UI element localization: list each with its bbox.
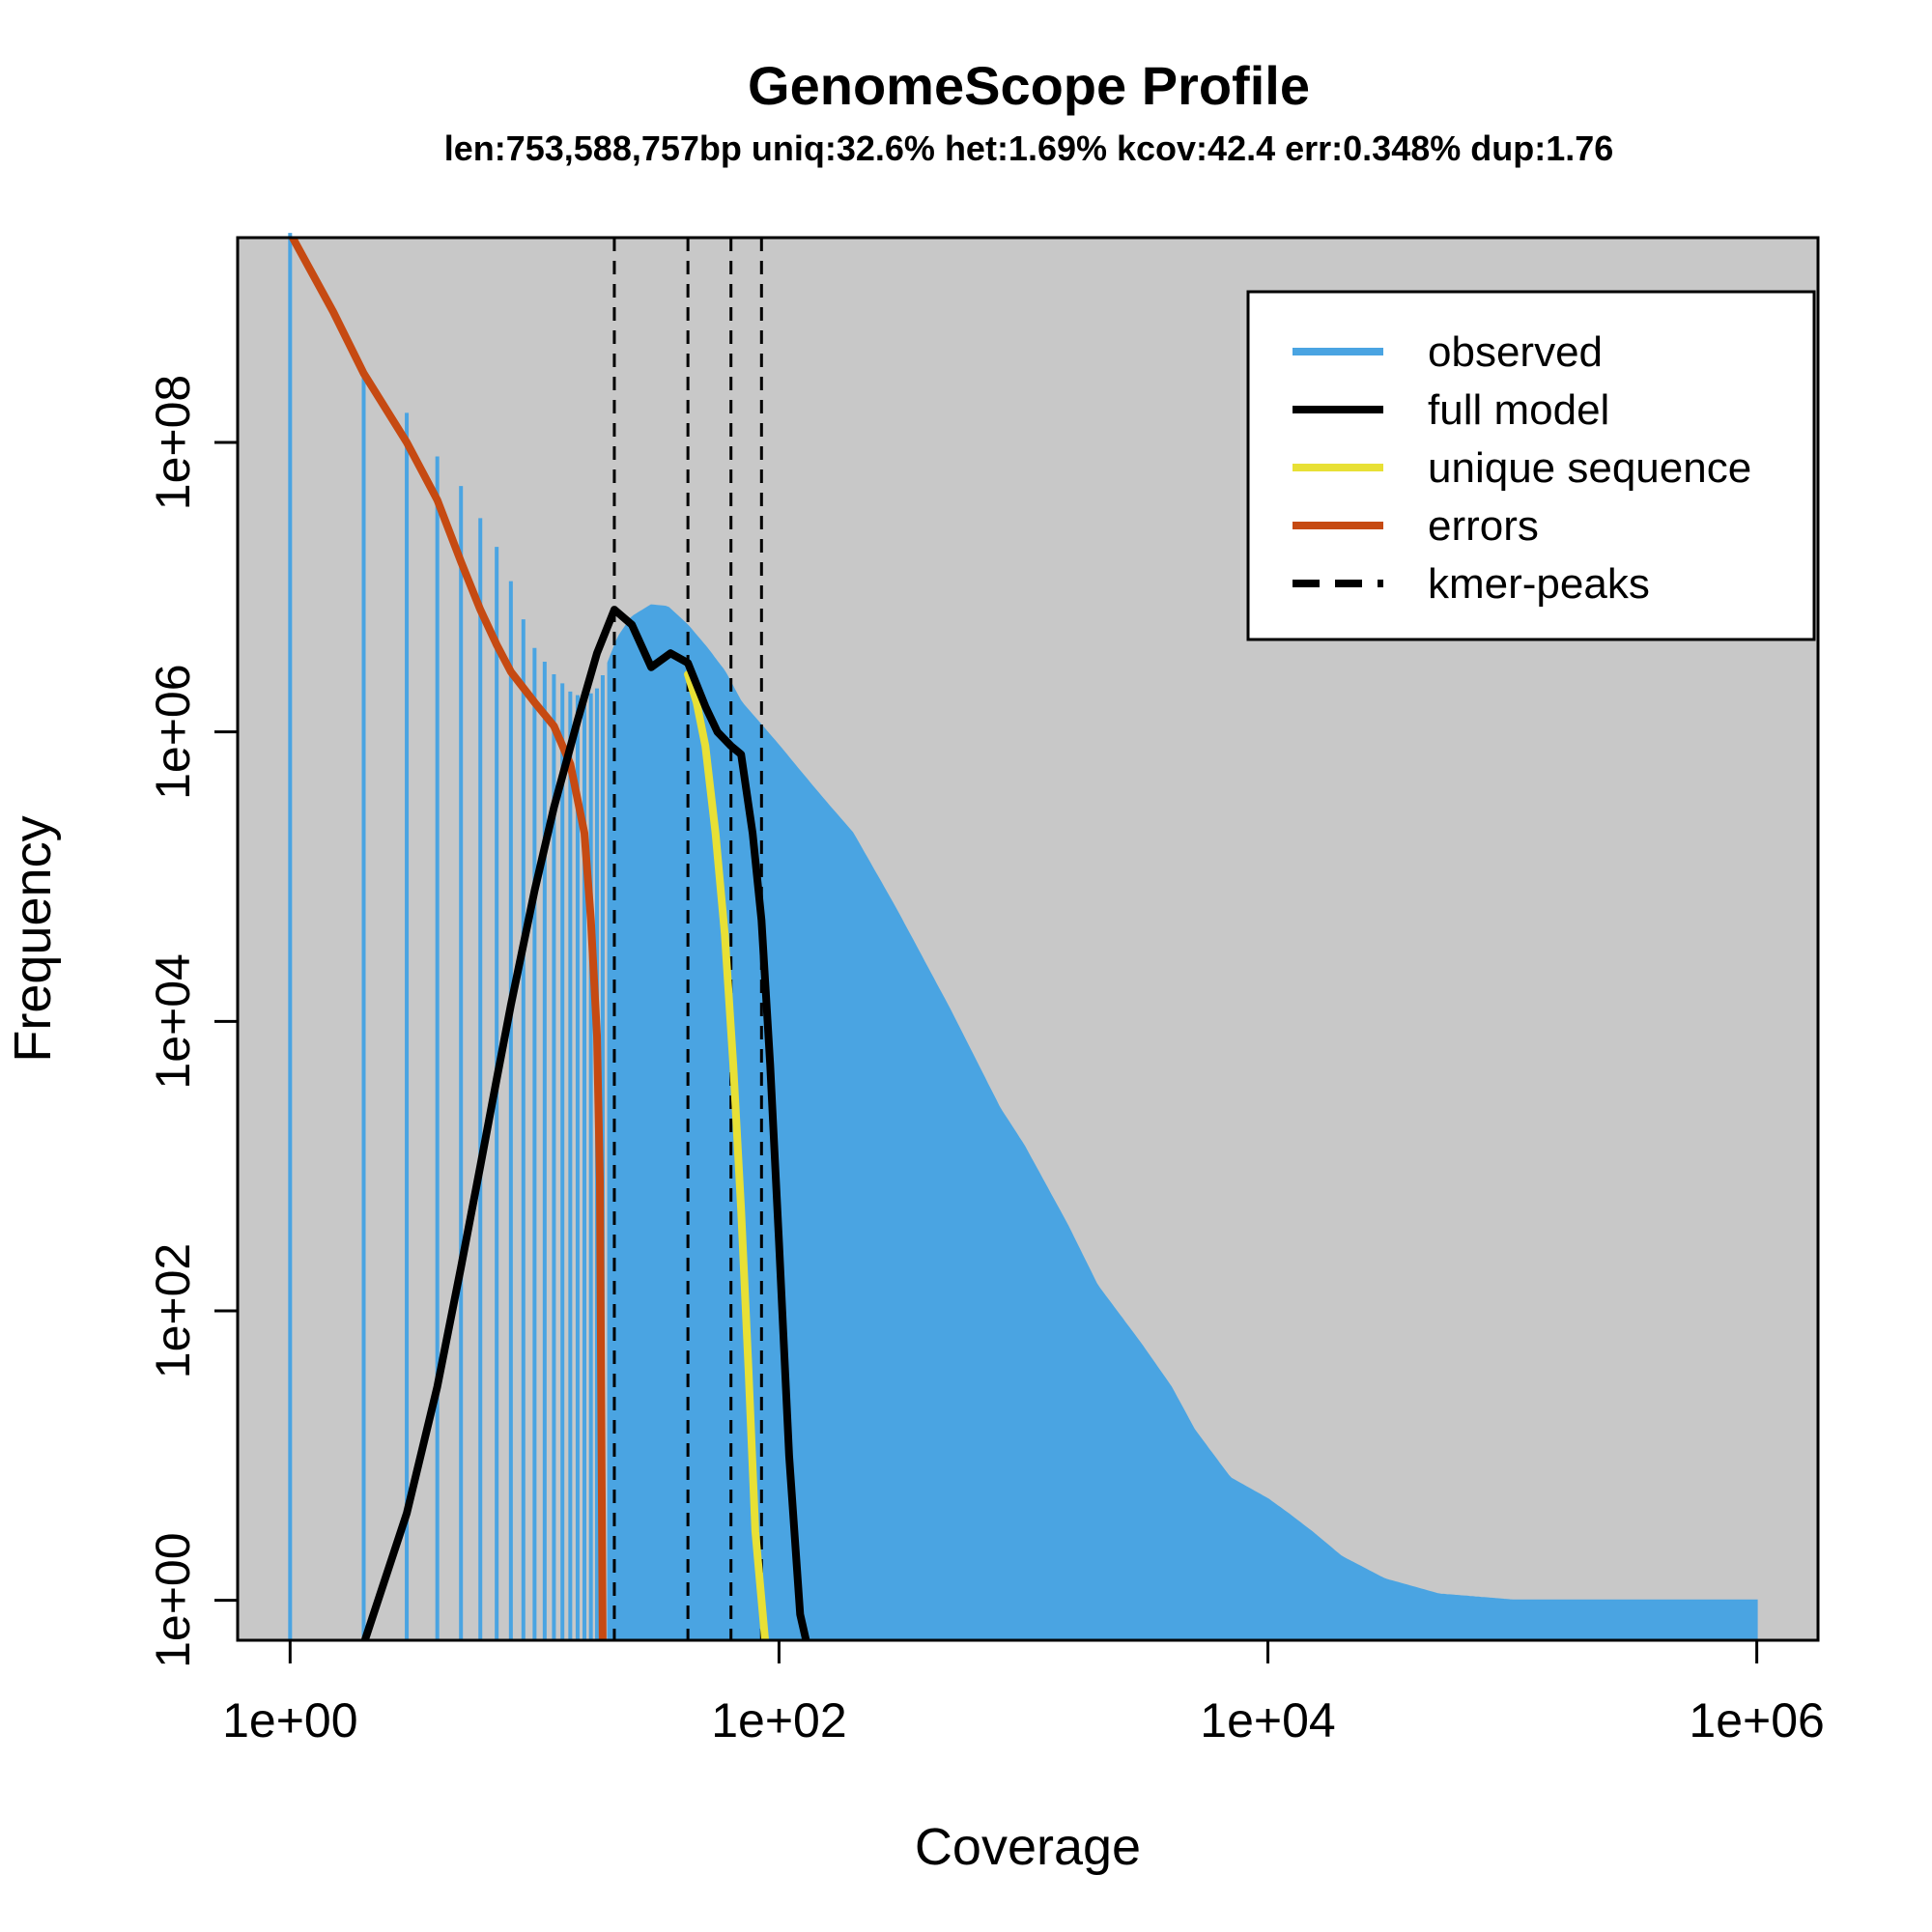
series-errors: [288, 238, 607, 1640]
legend: observed full model unique sequence errors k…: [1246, 290, 1816, 641]
model-lines-layer: [288, 238, 810, 1640]
x-tick-label: 1e+02: [711, 1693, 846, 1747]
x-tick-label: 1e+04: [1200, 1693, 1335, 1747]
series-layer: [288, 233, 1758, 1641]
axes-layer: 1e+00 1e+02 1e+04 1e+06 1e+00 1e+02 1e+04 1e+06…: [146, 375, 1825, 1747]
x-tick-label: 1e+06: [1689, 1693, 1824, 1747]
legend-label: errors: [1428, 502, 1539, 550]
y-axis-label: Frequency: [4, 815, 62, 1062]
y-tick-label: 1e+06: [146, 664, 200, 799]
y-tick-label: 1e+08: [146, 375, 200, 510]
y-tick-label: 1e+04: [146, 953, 200, 1089]
legend-label: full model: [1428, 386, 1609, 434]
chart-subtitle: len:753,588,757bp uniq:32.6% het:1.69% k…: [444, 128, 1614, 168]
legend-label: kmer-peaks: [1428, 560, 1650, 608]
chart-title: GenomeScope Profile: [748, 55, 1310, 116]
observed-area: [607, 604, 1758, 1641]
series-observed: [288, 233, 1758, 1641]
x-tick-label: 1e+00: [222, 1693, 357, 1747]
series-unique-sequence: [684, 670, 770, 1640]
legend-label: observed: [1428, 328, 1603, 376]
x-axis-label: Coverage: [915, 1818, 1141, 1876]
series-full-model: [360, 606, 810, 1640]
y-tick-label: 1e+00: [146, 1532, 200, 1667]
legend-label: unique sequence: [1428, 444, 1751, 492]
y-tick-label: 1e+02: [146, 1243, 200, 1378]
